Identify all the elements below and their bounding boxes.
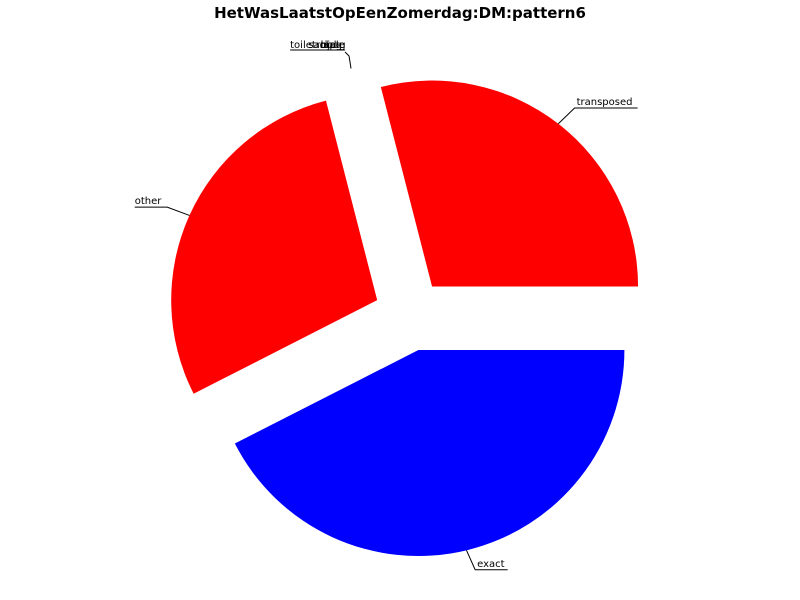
slice-label-sample: sample bbox=[308, 40, 344, 51]
leader-line-other bbox=[134, 206, 190, 216]
leader-line-transposed bbox=[557, 107, 638, 125]
pie-labels: exact other transposed toiletrolsamplehoogl… bbox=[134, 40, 638, 571]
slice-label-exact: exact bbox=[477, 559, 505, 570]
slice-label-hoog: hoog bbox=[321, 40, 346, 51]
slice-label-laag: laag bbox=[321, 40, 342, 51]
pie-slices bbox=[171, 80, 639, 557]
slice-label-tijd: tijd bbox=[321, 40, 337, 51]
leader-line-zero-slices bbox=[344, 51, 352, 69]
pie-slice-other bbox=[171, 100, 378, 394]
slice-label-transposed: transposed bbox=[577, 97, 633, 108]
pie-slice-transposed bbox=[380, 80, 639, 287]
slice-label-toiletrol: toiletrol bbox=[290, 40, 328, 51]
slice-label-other: other bbox=[135, 196, 163, 207]
pie-slice-exact bbox=[234, 350, 625, 557]
chart-title: HetWasLaatstOpEenZomerdag:DM:pattern6 bbox=[214, 4, 586, 22]
leader-line-exact bbox=[466, 550, 508, 571]
